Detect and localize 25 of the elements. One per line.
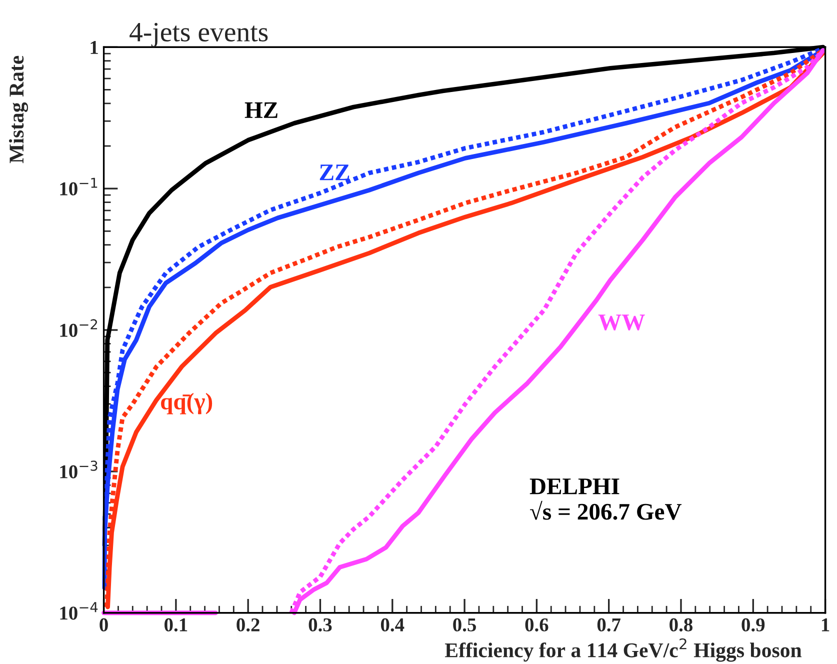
x-tick-label: 0.8 [670,618,692,632]
chart-title: 4-jets events [130,22,268,48]
x-tick-label: 0.5 [453,618,476,632]
x-tick-label: 0.6 [525,618,548,632]
x-axis-title: Efficiency for a 114 GeV/c$^{2}$ Higgs boson [444,638,802,662]
y-tick-label: 10$^{−3}$ [60,460,98,478]
y-tick-label: 1 [90,41,98,54]
annotation: DELPHI [530,478,620,494]
series-label: WW [598,314,645,330]
x-tick-label: 0.7 [597,618,621,632]
x-tick-label: 1 [822,618,830,632]
x-tick-label: 0.9 [742,618,765,632]
y-tick-label: 10$^{−4}$ [60,602,98,620]
x-tick-label: 0.2 [236,618,260,632]
x-tick-label: 0.3 [308,618,332,632]
x-tick-label: 0.4 [380,618,404,632]
x-tick-label: 0 [100,618,108,632]
annotation: √s = 206.7 GeV [530,500,682,520]
x-tick-label: 0.1 [164,618,188,632]
y-tick-label: 10$^{−1}$ [60,178,98,196]
series-label: qq̄(γ) [161,392,212,414]
series-label: ZZ [320,164,350,180]
y-axis-title: Mistag Rate [8,56,28,164]
y-tick-label: 10$^{−2}$ [60,319,98,337]
series-label: HZ [244,102,278,118]
